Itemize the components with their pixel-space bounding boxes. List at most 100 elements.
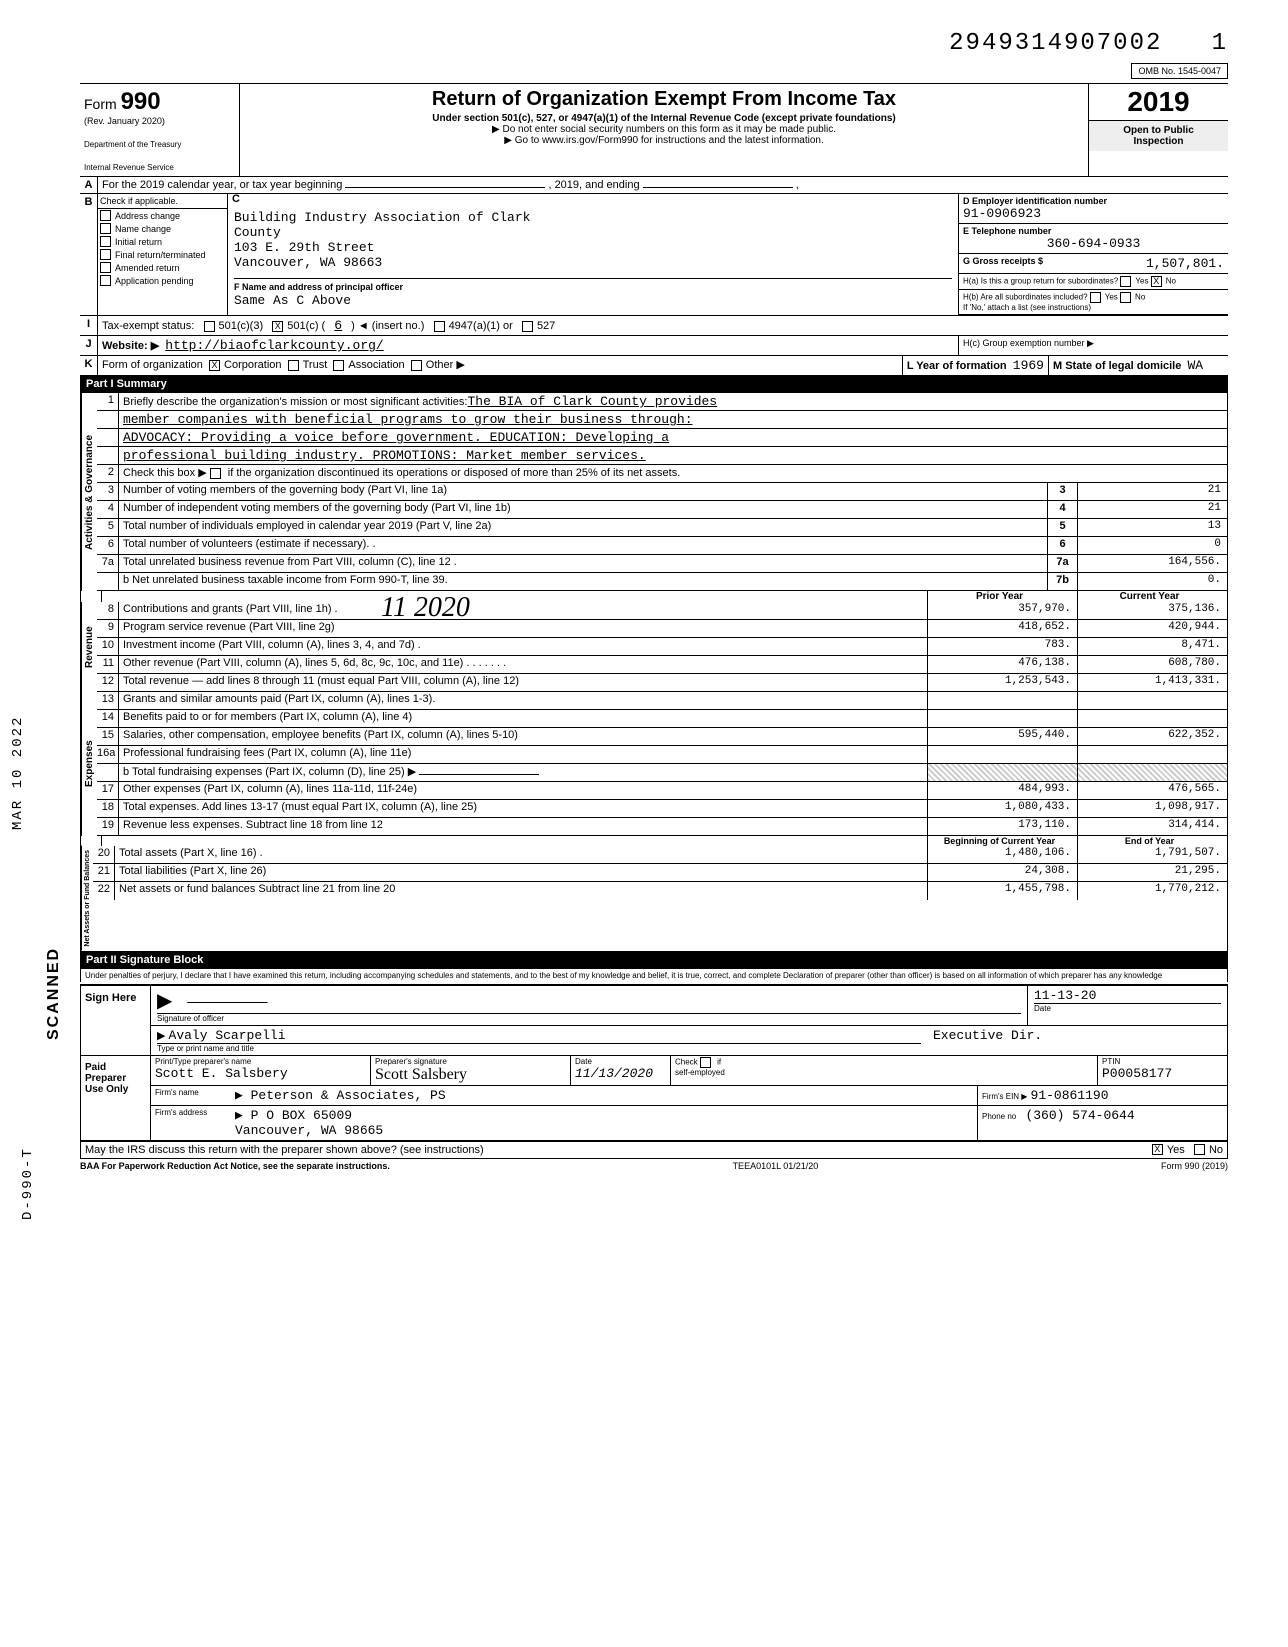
footer: BAA For Paperwork Reduction Act Notice, …	[80, 1159, 1228, 1171]
exp2-prior: 1,080,433.	[927, 800, 1077, 817]
date-label: Date	[1034, 1003, 1221, 1013]
rev-line-desc: Investment income (Part VIII, column (A)…	[119, 638, 927, 655]
rev-prior: 357,970.	[927, 602, 1077, 619]
exp-prior	[927, 746, 1077, 763]
form-subtitle: Under section 501(c), 527, or 4947(a)(1)…	[244, 113, 1084, 124]
line-16b-prior-hatched	[927, 764, 1077, 781]
na-prior: 24,308.	[927, 864, 1077, 881]
check-if-applicable: Check if applicable.	[98, 194, 227, 209]
may-irs-discuss: May the IRS discuss this return with the…	[85, 1144, 1152, 1156]
chk-self-employed[interactable]	[700, 1057, 711, 1068]
vert-net-assets: Net Assets or Fund Balances	[81, 846, 93, 951]
chk-501c3[interactable]	[204, 321, 215, 332]
exp2-current: 476,565.	[1077, 782, 1227, 799]
eoy-header: End of Year	[1077, 836, 1227, 846]
chk-address-change[interactable]: Address change	[98, 209, 227, 222]
ag-line-desc: Number of independent voting members of …	[119, 501, 1047, 518]
chk-discuss-no[interactable]	[1194, 1144, 1205, 1155]
ptin-value: P00058177	[1102, 1066, 1223, 1081]
h-a-yes[interactable]	[1120, 276, 1131, 287]
chk-discuss-yes[interactable]: X	[1152, 1144, 1163, 1155]
ag-line-num: 7b	[1047, 573, 1077, 590]
na-current: 21,295.	[1077, 864, 1227, 881]
h-b-yes[interactable]	[1090, 292, 1101, 303]
chk-527[interactable]	[522, 321, 533, 332]
netassets-block: Net Assets or Fund Balances 20Total asse…	[80, 846, 1228, 952]
mission-intro: Briefly describe the organization's miss…	[119, 393, 1227, 410]
phone-no-label: Phone no	[982, 1112, 1016, 1121]
ag-line-val: 21	[1077, 483, 1227, 500]
firm-ein: 91-0861190	[1031, 1088, 1109, 1103]
chk-association[interactable]	[333, 360, 344, 371]
na-current: 1,770,212.	[1077, 882, 1227, 900]
date-stamp-rotated: MAR 10 2022	[10, 716, 26, 830]
org-address-line1: 103 E. 29th Street	[234, 240, 952, 255]
form-code-rotated: D-990-T	[20, 1147, 36, 1220]
website-row: Website: ▶ http://biaofclarkcounty.org/	[98, 336, 958, 355]
ag-line-val: 21	[1077, 501, 1227, 518]
tax-exempt-status: Tax-exempt status: 501(c)(3) X501(c) ( 6…	[98, 316, 1228, 335]
section-b-block: B Check if applicable. Address change Na…	[80, 194, 1228, 316]
sign-here-label: Sign Here	[81, 986, 151, 1055]
rev-line-desc: Other revenue (Part VIII, column (A), li…	[119, 656, 927, 673]
part2-header: Part II Signature Block	[80, 952, 1228, 969]
revenue-block: Revenue 8Contributions and grants (Part …	[80, 602, 1228, 692]
rev-current: 608,780.	[1077, 656, 1227, 673]
gross-receipts: 1,507,801.	[1146, 256, 1224, 271]
received-stamp: 11 2020	[381, 592, 470, 624]
vert-activities-governance: Activities & Governance	[81, 393, 97, 591]
h-b-note: If 'No,' attach a list (see instructions…	[963, 303, 1091, 312]
prep-name-label: Print/Type preparer's name	[155, 1057, 366, 1066]
exp2-prior: 484,993.	[927, 782, 1077, 799]
chk-4947[interactable]	[434, 321, 445, 332]
officer-name: Avaly Scarpelli	[169, 1028, 286, 1043]
chk-discontinued[interactable]	[210, 468, 221, 479]
ag-line-val: 13	[1077, 519, 1227, 536]
chk-final-return[interactable]: Final return/terminated	[98, 248, 227, 261]
line-16b-current-hatched	[1077, 764, 1227, 781]
chk-initial-return[interactable]: Initial return	[98, 235, 227, 248]
chk-other[interactable]	[411, 360, 422, 371]
chk-name-change[interactable]: Name change	[98, 222, 227, 235]
mission-line3: ADVOCACY: Providing a voice before gover…	[119, 429, 1227, 446]
sig-date: 11-13-20	[1034, 988, 1221, 1003]
website-url: http://biaofclarkcounty.org/	[165, 338, 383, 353]
row-k-label: K	[80, 356, 98, 375]
exp2-line-desc: Total expenses. Add lines 13-17 (must eq…	[119, 800, 927, 817]
chk-amended-return[interactable]: Amended return	[98, 261, 227, 274]
na-prior: 1,455,798.	[927, 882, 1077, 900]
h-a-no[interactable]: X	[1151, 276, 1162, 287]
mission-line2: member companies with beneficial program…	[119, 411, 1227, 428]
part1-header: Part I Summary	[80, 376, 1228, 393]
principal-officer: Same As C Above	[234, 293, 351, 308]
preparer-date: 11/13/2020	[575, 1066, 666, 1081]
chk-501c[interactable]: X	[272, 321, 283, 332]
vert-revenue: Revenue	[81, 602, 97, 692]
exp2-current: 314,414.	[1077, 818, 1227, 835]
rev-prior: 418,652.	[927, 620, 1077, 637]
line-2: Check this box ▶ if the organization dis…	[119, 465, 1227, 482]
chk-corporation[interactable]: X	[209, 360, 220, 371]
h-b-no[interactable]	[1120, 292, 1131, 303]
ag-line-num: 7a	[1047, 555, 1077, 572]
ein-value: 91-0906923	[963, 206, 1224, 221]
boy-header: Beginning of Current Year	[927, 836, 1077, 846]
officer-title: Executive Dir.	[927, 1026, 1227, 1055]
firm-address: ▶ P O BOX 65009Vancouver, WA 98665	[231, 1106, 977, 1140]
h-c-row: H(c) Group exemption number ▶	[958, 336, 1228, 355]
perjury-statement: Under penalties of perjury, I declare th…	[80, 969, 1228, 982]
firm-phone: (360) 574-0644	[1025, 1108, 1134, 1123]
firm-addr-label: Firm's address	[151, 1106, 231, 1140]
exp-current	[1077, 746, 1227, 763]
chk-application-pending[interactable]: Application pending	[98, 274, 227, 287]
exp-current	[1077, 692, 1227, 709]
exp-line-desc: Salaries, other compensation, employee b…	[119, 728, 927, 745]
form-of-org: Form of organization XCorporation Trust …	[98, 356, 902, 375]
name-title-label: Type or print name and title	[157, 1043, 921, 1053]
rev-current: 420,944.	[1077, 620, 1227, 637]
chk-trust[interactable]	[288, 360, 299, 371]
irs-label: Internal Revenue Service	[84, 163, 235, 172]
na-prior: 1,480,106.	[927, 846, 1077, 863]
rev-current: 1,413,331.	[1077, 674, 1227, 691]
mission-line4: professional building industry. PROMOTIO…	[119, 447, 1227, 464]
